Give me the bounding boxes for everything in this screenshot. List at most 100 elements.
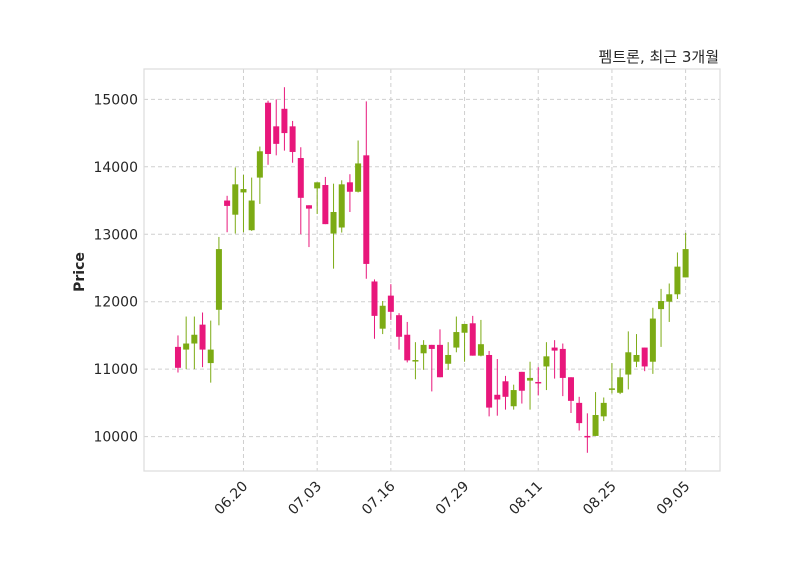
y-tick-label: 11000 [93,362,138,378]
candle-up [592,392,599,436]
y-tick-label: 13000 [93,227,138,243]
candle-body [215,249,222,310]
candle-down [469,315,476,356]
candle-body [305,205,312,209]
candle-body [608,388,615,390]
candle-down [363,101,370,279]
candle-body [265,102,272,154]
x-tick-labels: 06.20 07.03 07.16 07.29 08.11 08.25 09.05 [212,478,694,518]
candle-down [551,340,558,379]
candle-up [330,183,337,269]
candle-up [355,140,362,193]
candle-body [477,344,484,356]
candle-down [322,176,329,225]
candle-up [649,307,656,374]
candle-body [527,377,534,381]
candle-body [633,354,640,362]
candle-up [207,320,214,383]
candle-body [289,126,296,152]
x-tick-label: 07.29 [433,479,473,519]
grid-lines [144,69,720,471]
candle-up [477,319,484,357]
candle-body [281,108,288,134]
candle-body [551,347,558,351]
candle-down [297,147,304,235]
candle-down [428,344,435,392]
candle-down [404,321,411,363]
candle-down [641,347,648,372]
candle-up [215,236,222,326]
candle-body [322,185,329,225]
candle-body [600,402,607,417]
candle-up [183,316,190,370]
candle-up [461,323,468,362]
candle-body [256,151,263,178]
candle-down [273,99,280,156]
candle-body [404,334,411,361]
candle-down [567,377,574,413]
candle-body [469,323,476,356]
candle-body [494,394,501,400]
y-tick-labels: 10000 11000 12000 13000 14000 15000 [93,92,138,445]
candle-down [346,174,353,212]
candle-body [363,155,370,264]
candle-body [338,184,345,228]
y-tick-label: 12000 [93,295,138,311]
candle-body [191,334,198,344]
candle-up [658,288,665,347]
candle-up [674,252,681,300]
x-tick-label: 09.05 [654,479,694,519]
candle-body [436,344,443,378]
candle-body [330,211,337,234]
candle-body [617,377,624,393]
candle-down [502,375,509,410]
candle-body [682,249,689,278]
candle-body [649,318,656,362]
candle-down [224,195,231,233]
x-tick-label: 08.25 [580,479,620,519]
candle-up [633,334,640,368]
candle-body [674,266,681,295]
chart-title: 펨트론, 최근 3개월 [599,48,719,66]
candle-down [518,371,525,404]
candle-down [289,120,296,163]
candle-body [641,347,648,367]
candle-down [371,279,378,339]
candle-body [658,301,665,310]
candle-body [355,163,362,192]
candle-up [608,363,615,394]
candle-body [461,323,468,333]
y-tick-label: 14000 [93,160,138,176]
x-tick-label: 07.03 [285,479,325,519]
candle-body [420,344,427,354]
candle-down [396,313,403,350]
candle-body [314,182,321,189]
candle-body [576,402,583,424]
candle-down [576,396,583,431]
candle-down [535,367,542,396]
candle-body [183,343,190,350]
candle-body [559,348,566,378]
candle-body [453,332,460,348]
candle-down [174,335,181,373]
candle-up [248,177,255,231]
candle-body [232,184,239,215]
candle-body [174,346,181,368]
x-tick-label: 06.20 [212,479,252,519]
candle-body [502,381,509,397]
candle-up [412,342,419,380]
y-axis-label: Price [72,252,88,292]
candle-up [445,342,452,370]
candle-body [428,344,435,349]
candle-down [281,87,288,151]
candle-up [666,283,673,322]
candle-up [232,167,239,234]
y-tick-label: 15000 [93,92,138,108]
candles [174,87,689,453]
candle-body [346,182,353,192]
candle-up [625,331,632,390]
x-tick-label: 07.16 [359,478,399,518]
candle-body [297,158,304,198]
candle-body [412,360,419,362]
